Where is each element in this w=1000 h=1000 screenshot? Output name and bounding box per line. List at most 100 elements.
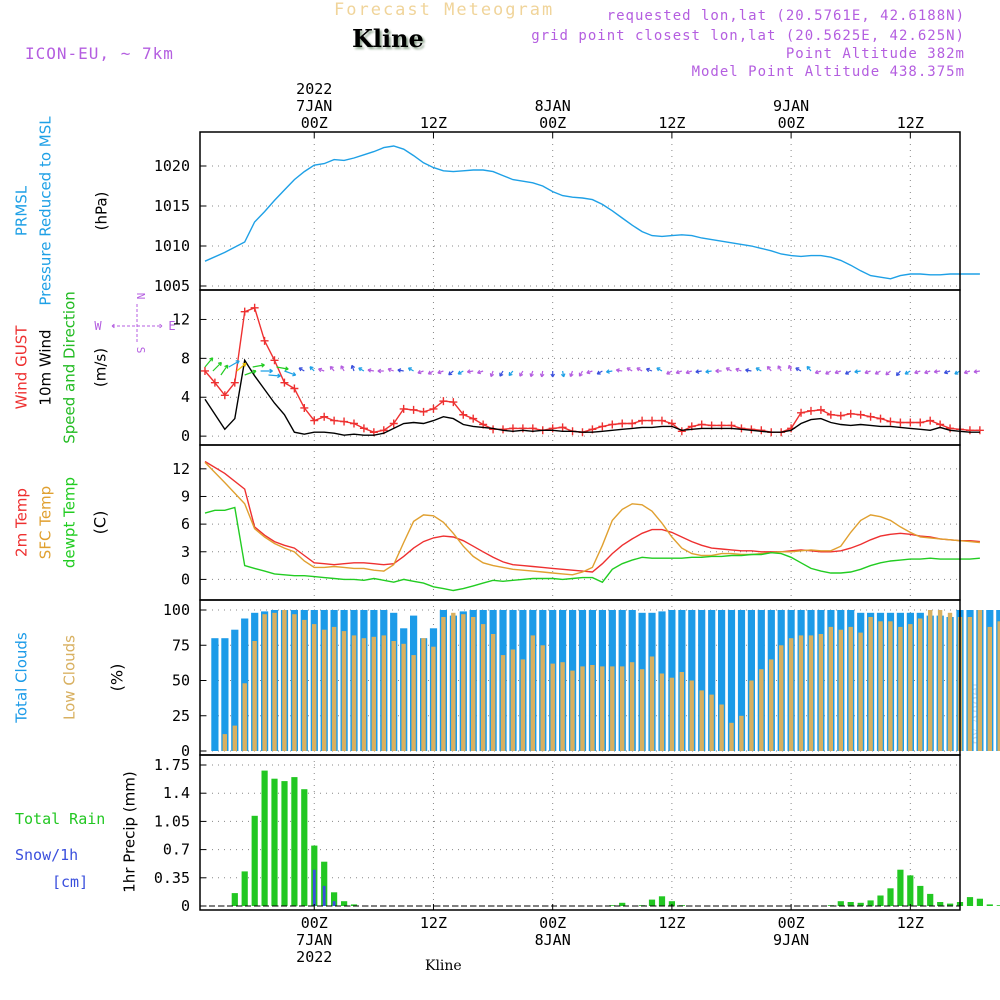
y-tick-label: 12	[172, 310, 190, 328]
gust-marker	[816, 405, 825, 414]
series-line-dewpt-temp	[204, 506, 980, 592]
precip-side-label: Total Rain	[15, 810, 105, 828]
wind-direction-arrow	[417, 369, 424, 375]
wind-direction-arrow	[854, 369, 861, 374]
gust-marker	[618, 419, 627, 428]
bar-low-clouds	[600, 666, 605, 751]
bar-total-rain	[350, 904, 358, 906]
x-tick-label-top: 12Z	[420, 114, 447, 132]
gust-marker	[896, 418, 905, 427]
wind-direction-arrow	[284, 370, 297, 377]
wind-direction-arrow	[914, 369, 921, 375]
wind-direction-arrow	[943, 369, 951, 375]
wind-direction-arrow	[489, 370, 495, 378]
bar-low-clouds	[918, 618, 923, 751]
wind-direction-arrow	[519, 370, 524, 377]
panel-label: 2m Temp	[13, 488, 31, 557]
bar-low-clouds	[669, 677, 675, 751]
wind-direction-arrow	[387, 367, 394, 373]
y-tick-label: 1010	[154, 237, 190, 255]
wind-direction-arrow	[885, 370, 891, 376]
bar-total-clouds	[211, 638, 219, 751]
panel-label: (hPa)	[93, 192, 111, 231]
x-tick-label-bottom: 12Z	[420, 914, 447, 932]
gust-marker	[320, 412, 329, 421]
gust-marker	[220, 391, 229, 400]
gust-marker	[230, 378, 239, 387]
bar-total-rain	[321, 861, 328, 906]
gust-marker	[210, 378, 219, 387]
bar-low-clouds	[649, 656, 655, 751]
gust-marker	[797, 408, 806, 417]
gust-marker	[280, 378, 289, 387]
gust-marker	[836, 411, 845, 420]
panel-label: Low Clouds	[61, 635, 79, 720]
bar-low-clouds	[232, 725, 237, 751]
wind-direction-arrow	[260, 368, 273, 374]
bar-low-clouds	[828, 626, 833, 751]
wind-direction-arrow	[329, 365, 335, 372]
wind-direction-arrow	[904, 370, 911, 375]
panel-label: Pressure Reduced to MSL	[37, 116, 55, 306]
bar-low-clouds	[729, 722, 734, 751]
wind-direction-arrow	[606, 369, 613, 374]
wind-direction-arrow	[963, 369, 971, 375]
bar-low-clouds	[788, 638, 794, 751]
bar-low-clouds	[908, 624, 913, 751]
bar-low-clouds	[858, 632, 863, 751]
y-tick-label: 25	[172, 707, 190, 725]
bar-low-clouds	[252, 641, 257, 751]
y-tick-label: 1015	[154, 197, 190, 215]
bar-low-clouds	[560, 662, 565, 751]
y-tick-label: 12	[172, 460, 190, 478]
panel-label: 10m Wind	[37, 329, 55, 405]
bar-low-clouds	[451, 612, 456, 751]
gust-marker	[518, 424, 527, 433]
panel-label: Total Clouds	[13, 632, 31, 724]
compass-arrows	[111, 304, 163, 344]
precip-side-label: Snow/1h	[15, 846, 78, 864]
bar-low-clouds	[997, 621, 1000, 751]
panel-label: SFC Temp	[37, 486, 55, 559]
bar-low-clouds	[510, 649, 516, 751]
bar-total-rain	[619, 902, 626, 906]
compass-east: E	[168, 319, 175, 333]
bar-low-clouds	[659, 673, 665, 751]
gust-marker	[628, 419, 637, 428]
bar-low-clouds	[381, 635, 386, 751]
gust-marker	[340, 417, 349, 426]
y-tick-label: 0.35	[154, 869, 190, 887]
wind-direction-arrow	[499, 370, 504, 377]
y-tick-label: 1.4	[163, 784, 190, 802]
x-tick-label-top: 00Z	[778, 114, 805, 132]
wind-direction-arrow	[596, 370, 603, 375]
bar-low-clouds	[967, 617, 973, 751]
bar-low-clouds	[987, 626, 992, 751]
bar-low-clouds	[620, 666, 625, 751]
wind-direction-arrow	[457, 370, 464, 375]
wind-direction-arrow	[309, 366, 315, 372]
bar-low-clouds	[679, 672, 684, 751]
y-tick-label: 100	[163, 601, 190, 619]
gust-marker	[638, 416, 647, 425]
bar-low-clouds	[590, 665, 595, 751]
bar-low-clouds	[848, 626, 853, 751]
wind-direction-arrow	[539, 370, 545, 378]
x-tick-label-bottom: 00Z	[778, 914, 805, 932]
panel-label: PRMSL	[13, 185, 31, 236]
bar-snow-1h	[312, 869, 316, 906]
bar-total-rain	[877, 895, 884, 906]
wind-direction-arrow	[204, 357, 214, 368]
bar-low-clouds	[937, 610, 943, 751]
wind-direction-arrow	[814, 369, 822, 375]
x-tick-label-bottom: 12Z	[658, 914, 685, 932]
bar-total-clouds	[698, 610, 706, 751]
y-tick-label: 0.7	[163, 841, 190, 859]
bar-low-clouds	[540, 645, 545, 752]
bar-low-clouds	[808, 635, 814, 751]
gust-marker	[826, 410, 835, 419]
gust-marker	[846, 409, 855, 418]
bar-low-clouds	[580, 666, 585, 751]
wind-direction-arrow	[787, 364, 793, 372]
bar-total-rain	[927, 893, 934, 906]
